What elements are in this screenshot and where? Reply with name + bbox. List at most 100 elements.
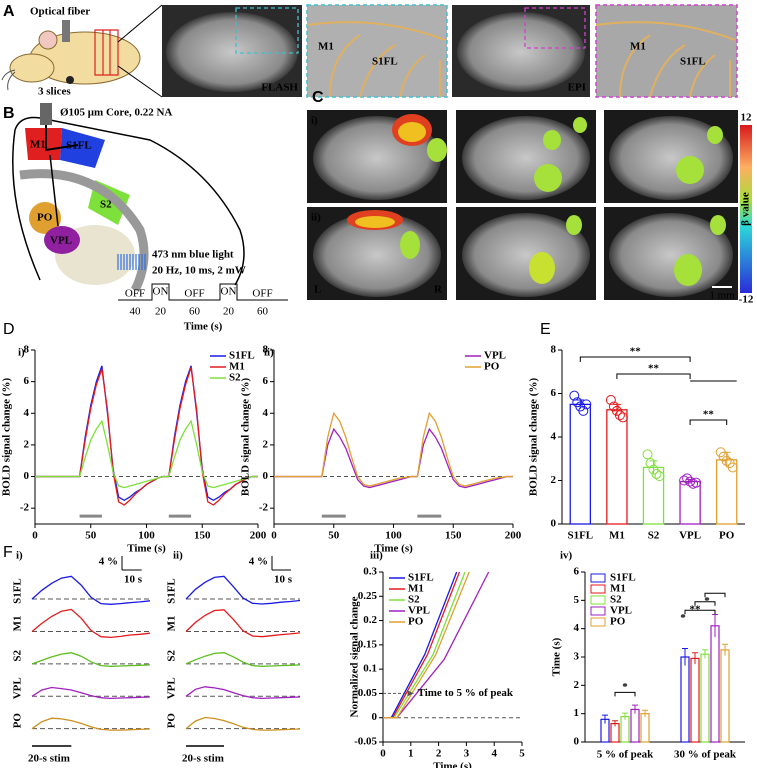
bar bbox=[690, 657, 700, 743]
legend-swatch bbox=[590, 573, 606, 583]
data-point bbox=[645, 458, 656, 469]
legend-label: S2 bbox=[229, 372, 241, 384]
y-tick-label: 0 bbox=[574, 736, 580, 748]
data-point bbox=[642, 449, 653, 460]
protocol-duration: 60 bbox=[189, 306, 201, 318]
legend-label: VPL bbox=[408, 605, 430, 617]
y-tick-label: 4 bbox=[551, 431, 557, 443]
x-tick-label: 150 bbox=[445, 530, 462, 542]
data-point bbox=[651, 468, 662, 479]
y-tick-label: 5 bbox=[574, 594, 580, 606]
row-label: S1FL bbox=[166, 578, 178, 604]
x-tick-label: 200 bbox=[505, 530, 522, 542]
protocol-duration: 20 bbox=[223, 306, 235, 318]
y-axis-label: BOLD signal change (%) bbox=[240, 378, 252, 497]
legend-swatch bbox=[590, 584, 606, 594]
x-tick-label: 100 bbox=[385, 530, 402, 542]
x-tick-label: 0 bbox=[380, 748, 386, 760]
y-tick-label: 8 bbox=[24, 344, 30, 356]
region-label: S1FL bbox=[372, 56, 398, 68]
row-label: PO bbox=[12, 713, 24, 729]
sig-label: * bbox=[680, 612, 686, 624]
row-label: S1FL bbox=[12, 578, 24, 604]
series-line bbox=[274, 427, 513, 489]
fiber-label: Optical fiber bbox=[30, 6, 90, 18]
scale-label: 4 % bbox=[99, 556, 118, 568]
side-label: R bbox=[434, 284, 443, 296]
series-line bbox=[383, 571, 470, 719]
sig-label: * bbox=[622, 681, 628, 693]
error-bar bbox=[692, 652, 698, 665]
bar bbox=[680, 656, 690, 743]
legend-label: VPL bbox=[484, 350, 506, 362]
sig-label: ** bbox=[648, 363, 660, 375]
axis-label: Time (s) bbox=[184, 321, 223, 333]
panel-sublabel: ii) bbox=[264, 347, 274, 359]
region-label: S1FL bbox=[66, 140, 92, 152]
x-tick-label: 50 bbox=[85, 530, 97, 542]
trace bbox=[31, 575, 151, 605]
row-label: M1 bbox=[166, 616, 178, 632]
sig-bracket bbox=[694, 601, 716, 606]
sig-bracket bbox=[614, 691, 636, 697]
x-tick-label: 0 bbox=[271, 530, 277, 542]
error-bar bbox=[682, 648, 688, 666]
sig-label: ** bbox=[630, 346, 642, 358]
bar bbox=[640, 713, 650, 743]
error-bar bbox=[622, 712, 628, 720]
colorbar-min: -12 bbox=[739, 294, 754, 306]
scale-label: 10 s bbox=[124, 574, 143, 586]
legend-label: M1 bbox=[610, 583, 626, 595]
y-tick-label: 0 bbox=[372, 711, 378, 723]
x-tick-label: PO bbox=[719, 530, 735, 542]
y-tick-label: 3 bbox=[574, 651, 580, 663]
annotation: Time to 5 % of peak bbox=[418, 687, 514, 699]
panel-sublabel: iii) bbox=[370, 550, 383, 562]
y-tick-label: 8 bbox=[551, 344, 557, 356]
panel-c-art bbox=[307, 110, 752, 300]
y-axis-label: BOLD signal change (%) bbox=[1, 378, 13, 497]
sig-label: * bbox=[704, 595, 710, 607]
region-label: M1 bbox=[318, 41, 334, 53]
legend-swatch bbox=[590, 617, 606, 627]
trace bbox=[185, 652, 301, 667]
legend-label: S1FL bbox=[408, 572, 434, 584]
row-label: S2 bbox=[12, 650, 24, 662]
sig-bracket bbox=[689, 419, 728, 425]
sig-label: ** bbox=[703, 409, 715, 421]
error-bar bbox=[632, 704, 638, 714]
panel-letter: B bbox=[3, 105, 15, 122]
protocol-duration: 40 bbox=[130, 306, 142, 318]
x-tick-label: 5 bbox=[519, 748, 525, 760]
protocol-state: OFF bbox=[252, 288, 272, 300]
x-tick-label: 30 % of peak bbox=[674, 749, 737, 761]
y-tick-label: 0 bbox=[551, 518, 557, 530]
protocol-state: OFF bbox=[184, 288, 204, 300]
x-tick-label: 200 bbox=[250, 530, 267, 542]
y-tick-label: 2 bbox=[574, 679, 580, 691]
y-tick-label: 8 bbox=[263, 344, 269, 356]
series-line bbox=[35, 365, 258, 502]
y-tick-label: 0.15 bbox=[358, 638, 378, 650]
scale-label: 1 mm bbox=[709, 290, 735, 302]
x-tick-label: 1 bbox=[408, 748, 414, 760]
colorbar-title: β value bbox=[740, 192, 752, 226]
y-tick-label: 6 bbox=[551, 387, 557, 399]
y-tick-label: 6 bbox=[24, 375, 30, 387]
slices-label: 3 slices bbox=[38, 86, 71, 98]
error-bar bbox=[702, 649, 708, 659]
trace bbox=[31, 608, 151, 639]
legend-label: PO bbox=[408, 616, 424, 628]
panel-a-art bbox=[1, 4, 738, 98]
protocol-state: ON bbox=[153, 286, 169, 298]
y-tick-label: 4 bbox=[574, 622, 580, 634]
y-tick-label: 0.1 bbox=[363, 663, 377, 675]
region-label: S2 bbox=[100, 199, 112, 211]
sig-bracket bbox=[579, 356, 691, 362]
side-label: L bbox=[314, 284, 321, 296]
data-point bbox=[691, 477, 702, 488]
bar bbox=[630, 708, 640, 743]
data-point bbox=[578, 405, 589, 416]
panel-letter: A bbox=[3, 3, 15, 20]
